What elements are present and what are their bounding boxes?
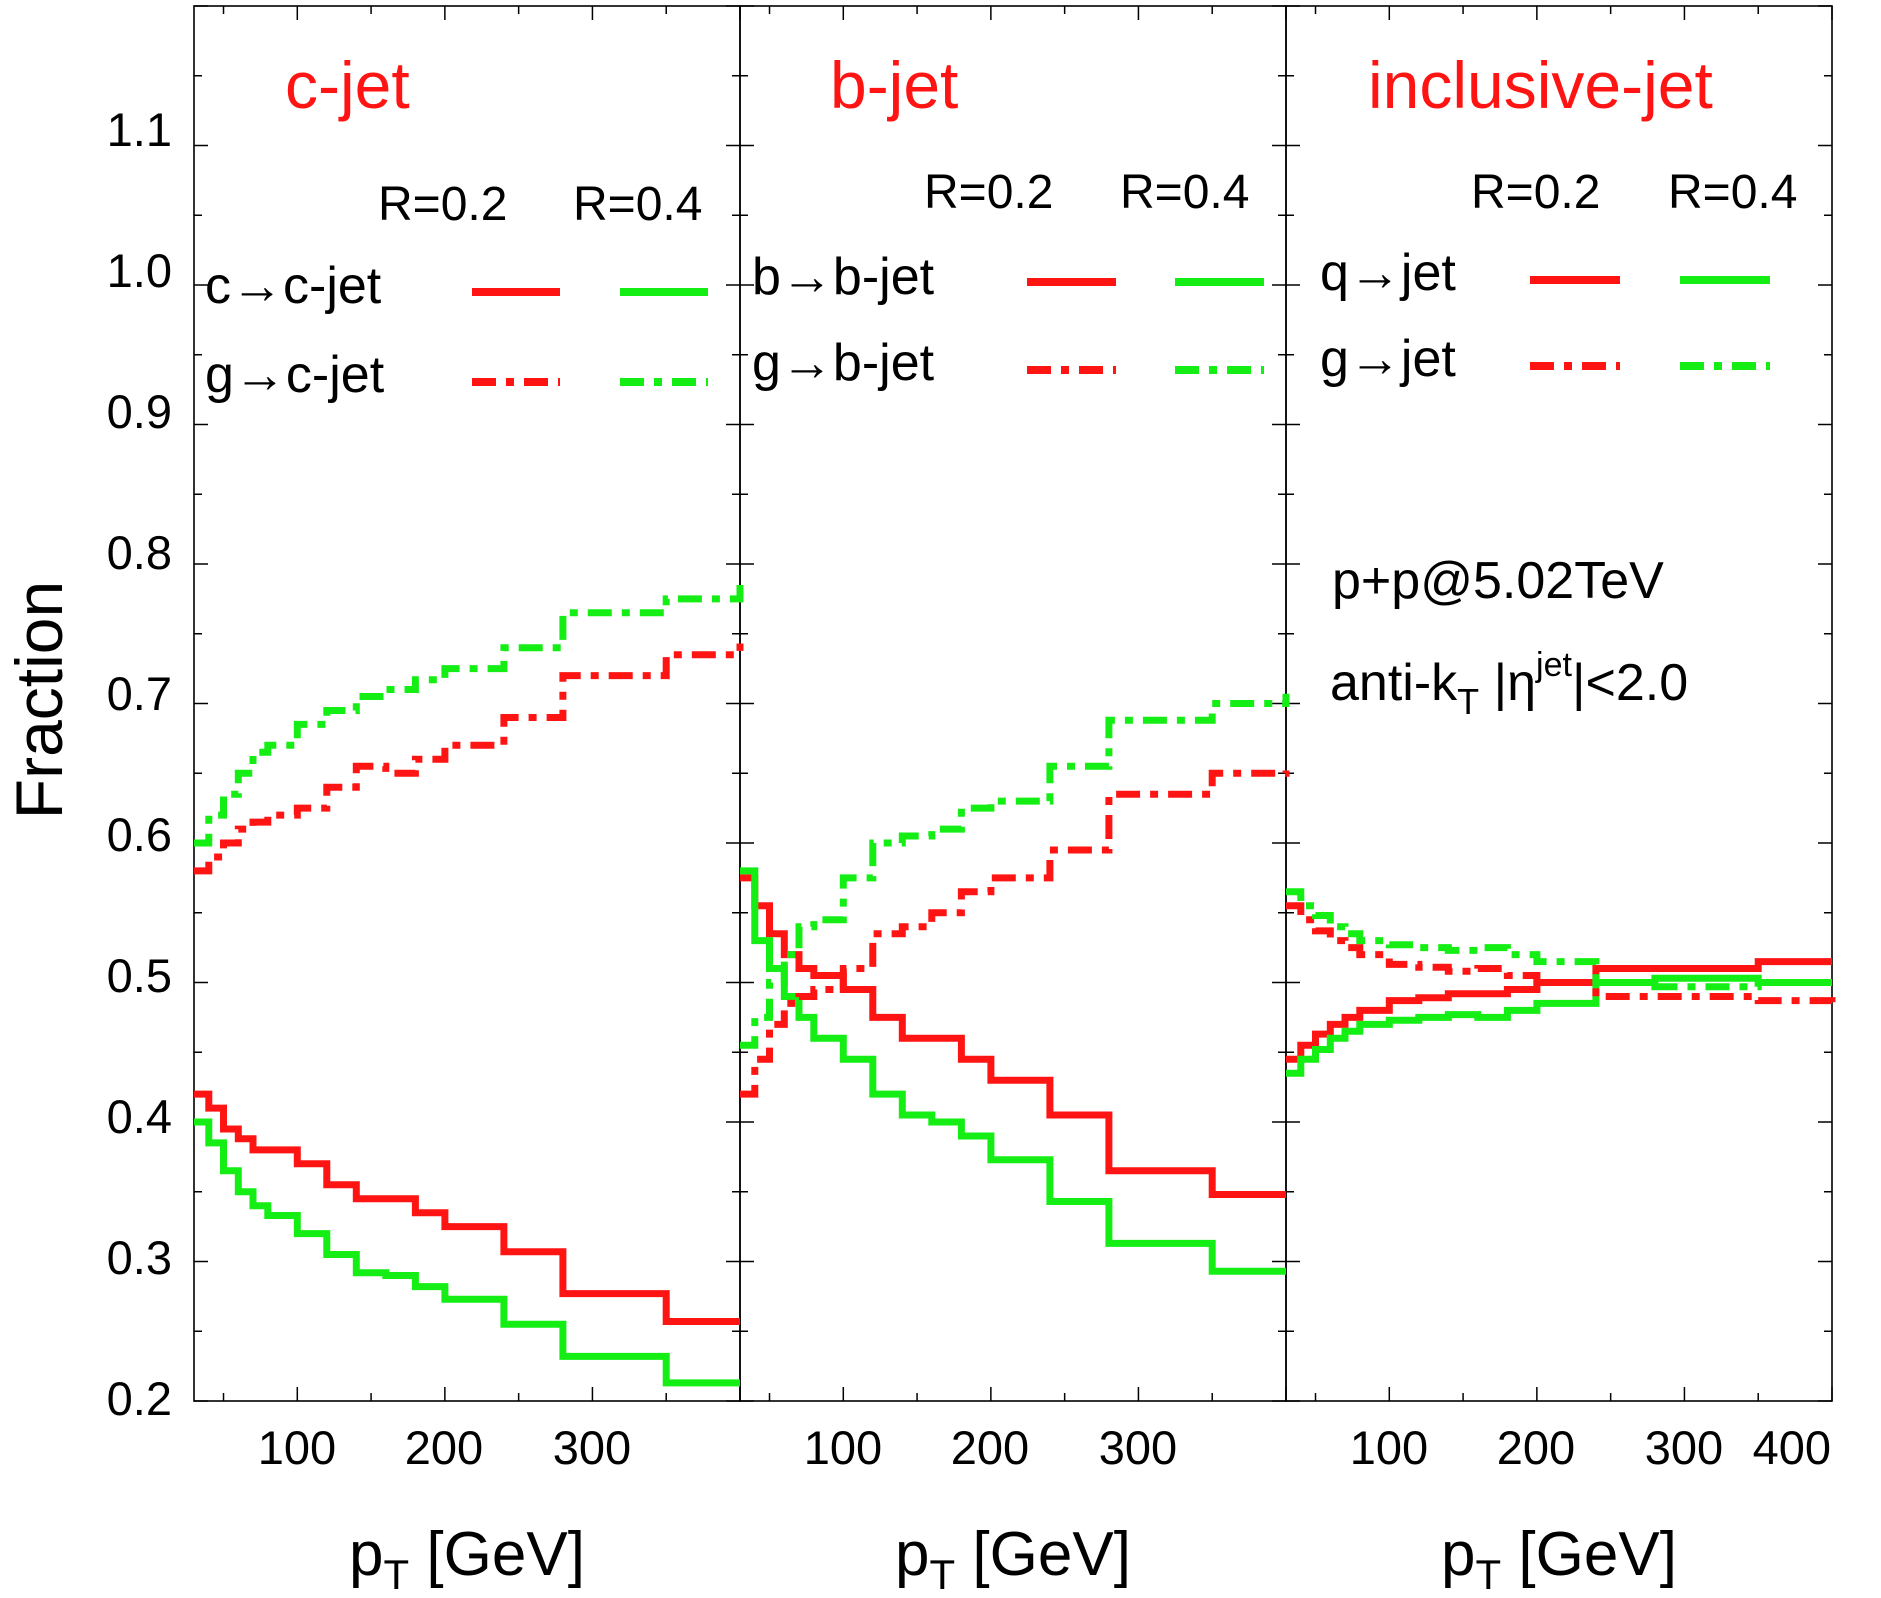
legend-label-gluon: g→b-jet [752,334,935,392]
x-tick-labels: 100 200 300 [258,1421,631,1474]
legend-header-r04: R=0.4 [573,178,702,231]
x-tick-label: 200 [951,1421,1029,1474]
legend-label-quark: c→c-jet [205,257,382,315]
legend-label-gluon: g→c-jet [205,346,385,404]
legend: R=0.2 R=0.4 c→c-jet g→c-jet [205,178,708,404]
x-axis-label: pT [GeV] [895,1520,1131,1598]
series-line [194,1118,740,1387]
y-tick-label: 0.7 [107,667,172,720]
panel-title: inclusive-jet [1368,48,1713,122]
y-tick-label: 1.0 [107,244,172,297]
x-tick-label: 100 [1350,1421,1428,1474]
panel-title: b-jet [830,48,958,122]
x-axis-label: pT [GeV] [1441,1520,1677,1598]
y-tick-label: 0.5 [107,949,172,1002]
x-tick-labels: 100 200 300 [804,1421,1177,1474]
panel-c-jet: c-jet R=0.2 R=0.4 c→c-jet g→c-jet 100 20… [205,48,708,1598]
y-tick-label: 0.9 [107,385,172,438]
panel-inclusive-jet: inclusive-jet R=0.2 R=0.4 q→jet g→jet p+… [1320,48,1831,1598]
x-tick-label: 200 [405,1421,483,1474]
x-tick-label: 300 [553,1421,631,1474]
series-line [1286,974,1832,1077]
legend-header-r02: R=0.2 [378,178,507,231]
legend: R=0.2 R=0.4 b→b-jet g→b-jet [752,166,1264,392]
legend-header-r02: R=0.2 [1471,166,1600,219]
y-tick-label: 0.2 [107,1372,172,1425]
x-tick-labels: 100 200 300 400 [1350,1421,1831,1474]
y-tick-label: 1.1 [107,103,172,156]
legend: R=0.2 R=0.4 q→jet g→jet [1320,166,1797,388]
legend-header-r02: R=0.2 [924,166,1053,219]
series-line [740,874,1286,1198]
y-tick-label: 0.3 [107,1231,172,1284]
y-axis-label: Fraction [2,581,76,819]
annotation-collision: p+p@5.02TeV [1332,552,1664,610]
x-tick-label: 100 [804,1421,882,1474]
annotation-jet-cuts: anti-kT |ηjet|<2.0 [1330,646,1688,722]
series-line [740,867,1286,1275]
legend-label-gluon: g→jet [1320,330,1456,388]
data-curves [194,584,1836,1387]
series-line [194,584,744,847]
legend-label-quark: q→jet [1320,244,1456,302]
y-tick-label: 0.8 [107,526,172,579]
series-line [740,769,1290,1098]
x-tick-label: 200 [1497,1421,1575,1474]
panel-title: c-jet [285,48,410,122]
x-tick-label: 400 [1753,1421,1831,1474]
y-tick-label: 0.6 [107,808,172,861]
x-tick-label: 300 [1645,1421,1723,1474]
x-tick-label: 100 [258,1421,336,1474]
series-line [1286,902,1836,1005]
series-line [194,1090,740,1325]
series-line [194,643,744,875]
legend-header-r04: R=0.4 [1120,166,1249,219]
legend-header-r04: R=0.4 [1668,166,1797,219]
series-line [740,693,1290,1049]
series-line [1286,888,1832,991]
x-tick-label: 300 [1099,1421,1177,1474]
y-tick-label: 0.4 [107,1090,172,1143]
x-axis-label: pT [GeV] [349,1520,585,1598]
y-tick-labels: 0.2 0.3 0.4 0.5 0.6 0.7 0.8 0.9 1.0 1.1 [107,103,172,1425]
annotation: p+p@5.02TeV anti-kT |ηjet|<2.0 [1330,552,1688,722]
legend-label-quark: b→b-jet [752,248,935,306]
panel-b-jet: b-jet R=0.2 R=0.4 b→b-jet g→b-jet 100 20… [752,48,1264,1598]
